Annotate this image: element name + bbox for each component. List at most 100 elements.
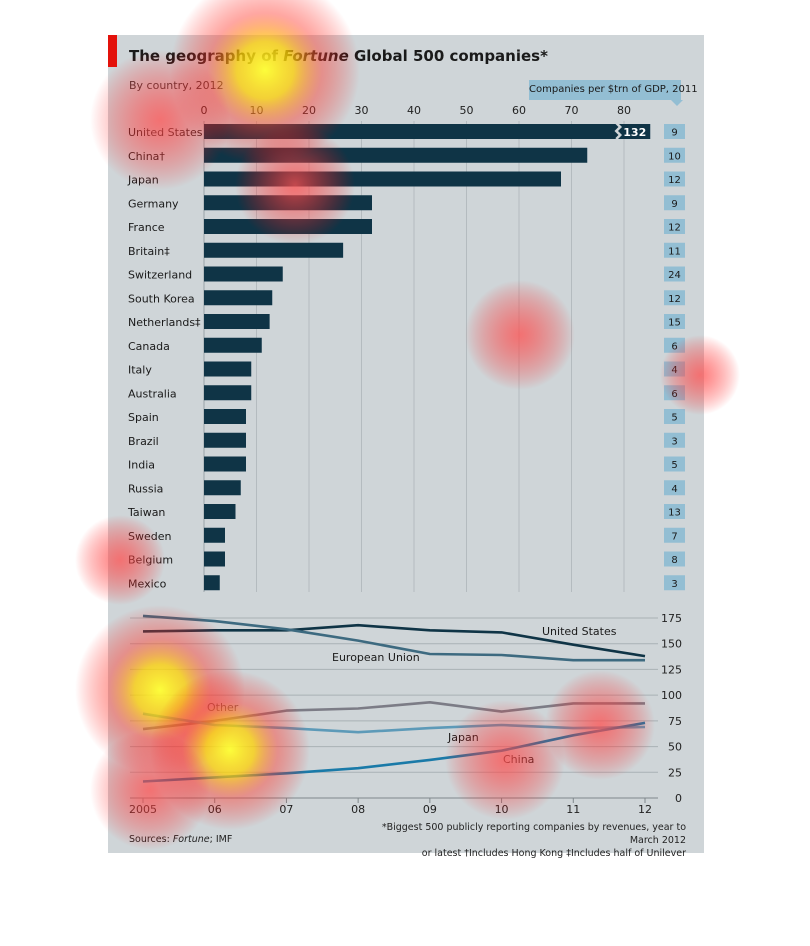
y-tick-label: 75 (668, 715, 682, 728)
side-value-badge (664, 219, 685, 234)
side-value-badge (664, 527, 685, 543)
bar-value-label: 132 (623, 126, 646, 139)
x-tick-label: 08 (351, 803, 365, 816)
bar-category-label: South Korea (128, 292, 195, 305)
side-value-badge (664, 314, 685, 329)
bar-category-label: Spain (128, 411, 159, 424)
side-value-label: 12 (668, 175, 681, 186)
series-line (142, 712, 646, 734)
bar (204, 575, 220, 591)
side-column-header-pointer (671, 100, 683, 106)
bar-category-label: Russia (128, 482, 163, 495)
chart-figure: The geography of Fortune Global 500 comp… (108, 35, 704, 859)
side-value-label: 12 (668, 294, 681, 305)
sources: Sources: Fortune; IMF (129, 834, 232, 845)
side-value-label: 11 (668, 246, 681, 257)
bar-category-label: Britain‡ (128, 245, 170, 258)
bar (204, 456, 246, 472)
line-chart: 0 25 50 75 100 125 150 175 2005 06 07 08 09 10 11 12 Uni… (129, 612, 682, 816)
bar (204, 432, 246, 448)
bar-category-label: Brazil (128, 435, 159, 448)
side-value-badge (664, 456, 685, 472)
bar-category-label: India (128, 459, 155, 472)
bar-category-label: Germany (128, 197, 179, 210)
footnote: *Biggest 500 publicly reporting companie… (356, 821, 686, 860)
side-value-label: 9 (671, 199, 677, 210)
side-value-badge (664, 504, 685, 519)
x-tick-label: 12 (638, 803, 652, 816)
x-tick-label: 2005 (129, 803, 157, 816)
x-tick-label: 70 (565, 104, 579, 117)
x-tick-label: 07 (279, 803, 293, 816)
side-value-badge (664, 171, 685, 187)
bar (204, 242, 344, 258)
y-tick-label: 175 (661, 612, 682, 625)
side-value-label: 7 (671, 531, 677, 542)
bar (204, 527, 225, 543)
side-value-label: 5 (671, 413, 677, 424)
x-tick-label: 09 (423, 803, 437, 816)
bar (204, 314, 270, 329)
y-tick-label: 100 (661, 689, 682, 702)
side-value-badge (664, 242, 685, 258)
x-tick-label: 80 (617, 104, 631, 117)
x-tick-label: 40 (407, 104, 421, 117)
side-column-header: Companies per $trn of GDP, 2011 (529, 80, 698, 100)
side-value-label: 24 (668, 270, 681, 281)
y-tick-label: 150 (661, 638, 682, 651)
series-label: European Union (332, 651, 420, 664)
side-value-label: 5 (671, 460, 677, 471)
series-label: Other (207, 701, 239, 714)
side-value-label: 10 (668, 151, 681, 162)
side-value-badge (664, 124, 685, 139)
series-label: China (503, 753, 534, 766)
side-value-badge (664, 195, 685, 211)
sources-italic: Fortune (172, 834, 210, 845)
side-value-badge (664, 480, 685, 496)
bar-category-label: Italy (128, 364, 152, 377)
side-value-badge (664, 575, 685, 591)
side-value-label: 4 (671, 484, 677, 495)
x-tick-label: 06 (208, 803, 222, 816)
footnote-line-2: or latest †Includes Hong Kong ‡Includes … (421, 848, 686, 859)
bar (204, 551, 225, 567)
bar-category-label: Netherlands‡ (128, 316, 201, 329)
x-tick-label: 60 (512, 104, 526, 117)
bar-category-label: Canada (128, 340, 170, 353)
series-label: Japan (447, 731, 479, 744)
y-tick-label: 50 (668, 741, 682, 754)
bar-category-label: Australia (128, 387, 177, 400)
side-value-badge (664, 147, 685, 163)
bar-break-mark (614, 122, 623, 140)
side-value-badge (664, 432, 685, 448)
sources-rest: ; IMF (209, 834, 233, 845)
bar (204, 480, 241, 496)
side-value-label: 9 (671, 128, 677, 139)
title-suffix: Global 500 companies* (348, 47, 548, 65)
side-value-label: 3 (671, 436, 677, 447)
side-value-label: 3 (671, 579, 677, 590)
series-label: United States (542, 625, 617, 638)
y-tick-label: 125 (661, 663, 682, 676)
bar-category-label: Switzerland (128, 269, 192, 282)
side-value-badge (664, 551, 685, 567)
y-tick-label: 25 (668, 766, 682, 779)
y-tick-label: 0 (675, 792, 682, 805)
side-value-label: 15 (668, 318, 681, 329)
bar-category-label: France (128, 221, 165, 234)
footnote-line-1: *Biggest 500 publicly reporting companie… (381, 822, 686, 846)
side-value-label: 12 (668, 223, 681, 234)
bar (204, 385, 252, 401)
side-value-label: 13 (668, 508, 681, 519)
bar (204, 290, 273, 306)
side-value-badge (664, 266, 685, 282)
bar (204, 337, 262, 353)
bar (204, 504, 236, 519)
bar (204, 361, 252, 377)
x-tick-label: 11 (566, 803, 580, 816)
x-tick-label: 50 (460, 104, 474, 117)
side-value-label: 8 (671, 555, 677, 566)
sources-label: Sources: (129, 834, 173, 845)
x-tick-label: 10 (495, 803, 509, 816)
bar (204, 409, 246, 424)
